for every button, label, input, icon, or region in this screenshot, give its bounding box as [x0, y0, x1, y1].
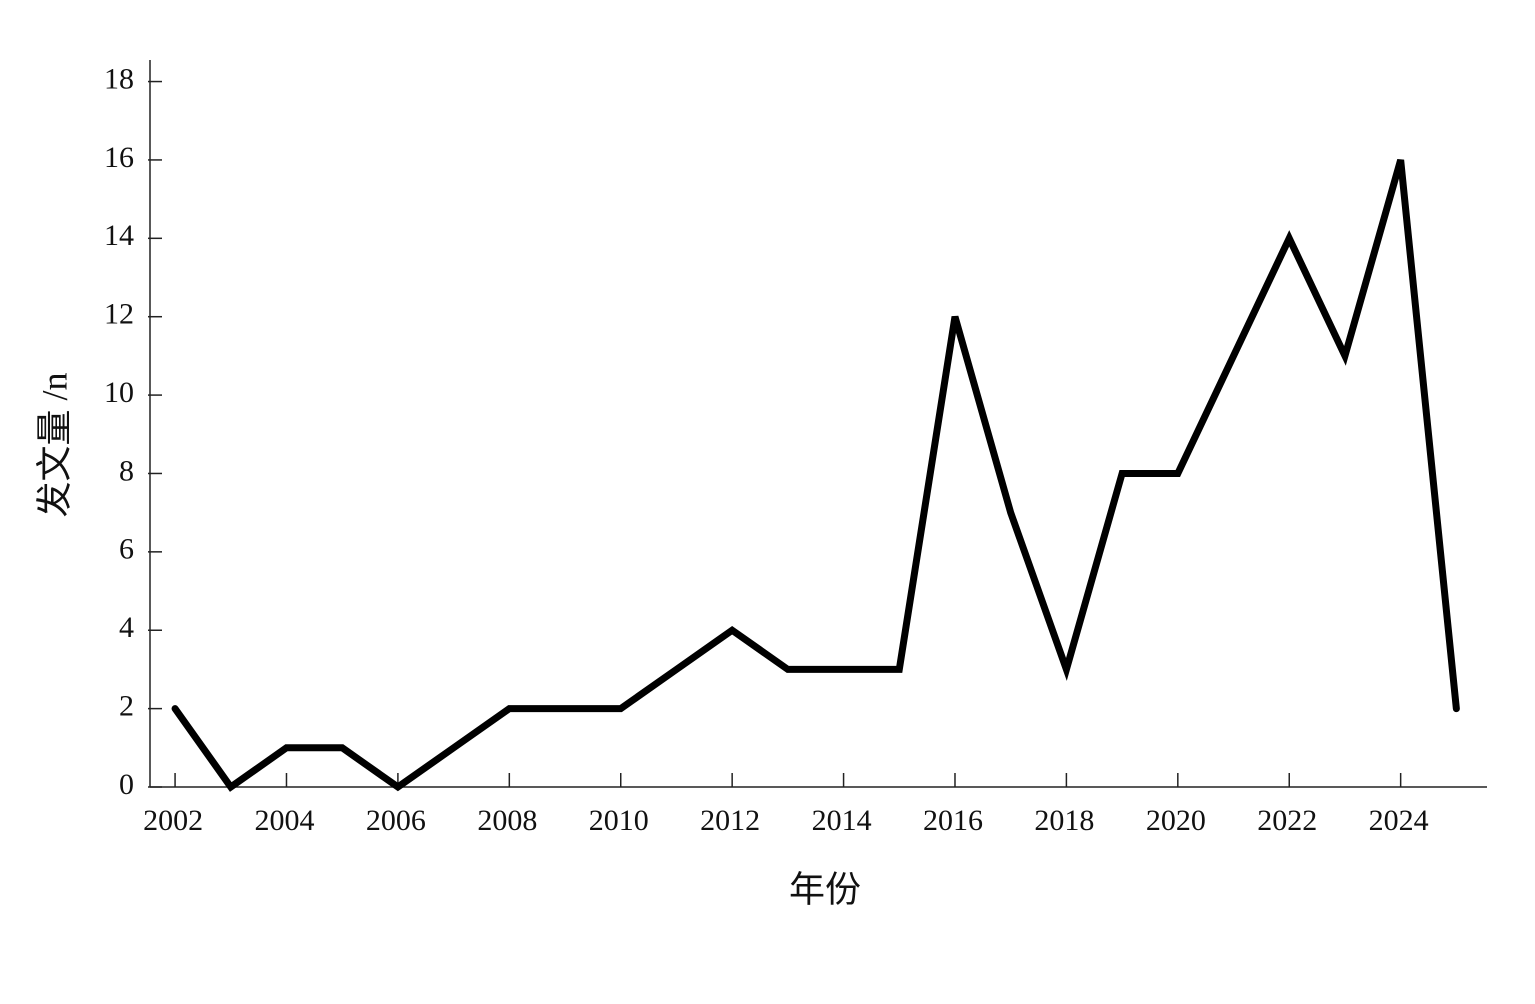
x-tick-label: 2016	[923, 804, 983, 837]
y-tick-label: 10	[104, 376, 134, 409]
x-tick-label: 2022	[1257, 804, 1317, 837]
y-tick-label: 16	[104, 141, 134, 174]
x-tick-label: 2014	[812, 804, 872, 837]
data-line	[171, 158, 1460, 792]
x-axis-label: 年份	[789, 869, 861, 909]
x-tick-label: 2010	[589, 804, 649, 837]
y-tick-label: 8	[119, 454, 134, 487]
y-tick-label: 4	[119, 611, 134, 644]
x-tick-label: 2018	[1034, 804, 1094, 837]
y-tick-label: 0	[119, 768, 134, 801]
y-tick-label: 2	[119, 690, 134, 723]
x-tick-label: 2006	[366, 804, 426, 837]
x-tick-label: 2004	[254, 804, 314, 837]
x-tick-label: 2008	[477, 804, 537, 837]
y-axis-label: 发文量 /n	[34, 372, 74, 517]
x-tick-label: 2012	[700, 804, 760, 837]
y-tick-label: 14	[104, 219, 134, 252]
x-tick-label: 2002	[143, 804, 203, 837]
y-tick-label: 12	[104, 298, 134, 331]
y-tick-label: 6	[119, 533, 134, 566]
x-tick-label: 2024	[1369, 804, 1429, 837]
x-tick-label: 2020	[1146, 804, 1206, 837]
y-tick-label: 18	[104, 62, 134, 95]
